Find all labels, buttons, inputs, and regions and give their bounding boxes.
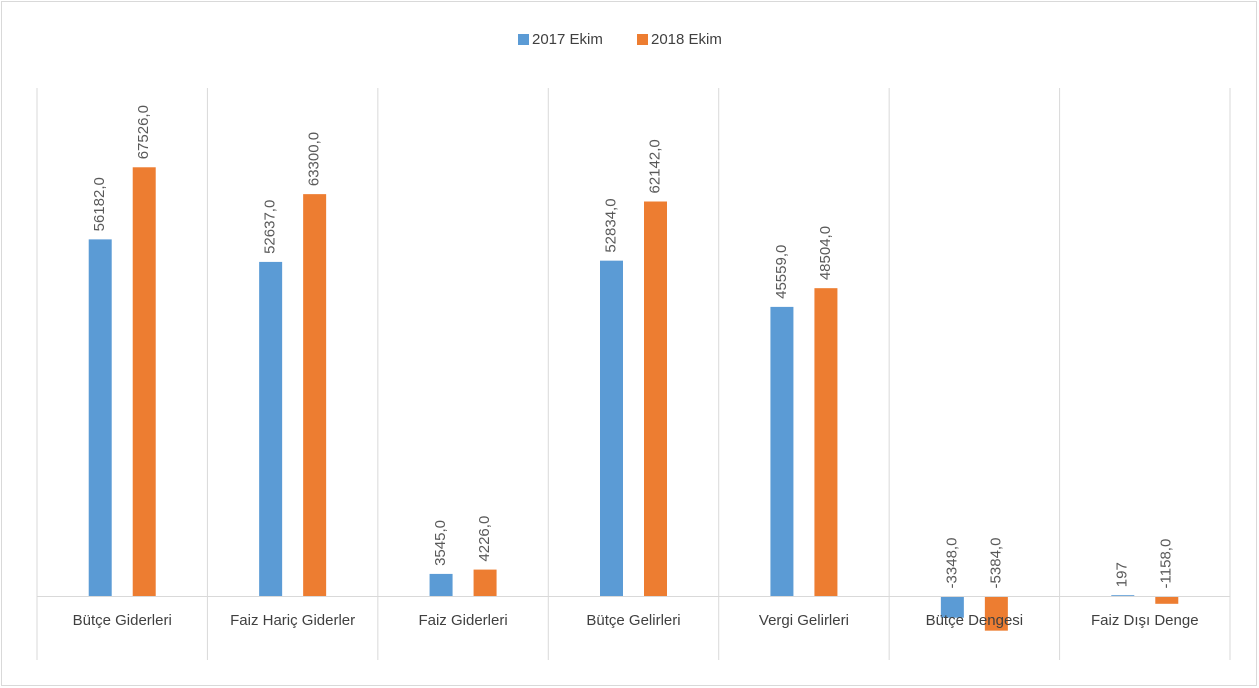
data-label: 56182,0 bbox=[91, 177, 108, 231]
data-label: 67526,0 bbox=[135, 105, 152, 159]
bar bbox=[814, 288, 838, 597]
x-tick-label: Faiz Giderleri bbox=[418, 612, 508, 630]
bar bbox=[132, 167, 156, 597]
data-label: 197 bbox=[1114, 562, 1131, 587]
data-label: 4226,0 bbox=[476, 516, 493, 562]
bar bbox=[259, 261, 283, 597]
data-label: -3348,0 bbox=[943, 538, 960, 589]
bar bbox=[644, 201, 667, 597]
data-label: 63300,0 bbox=[306, 132, 323, 186]
x-tick-label: Faiz Hariç Giderler bbox=[230, 612, 356, 630]
data-label: 45559,0 bbox=[773, 245, 790, 299]
legend-swatch bbox=[518, 34, 529, 45]
data-label: 48504,0 bbox=[817, 226, 834, 280]
bar bbox=[429, 573, 453, 597]
legend-label: 2018 Ekim bbox=[651, 31, 722, 48]
bar bbox=[600, 260, 623, 597]
data-label: -5384,0 bbox=[987, 538, 1004, 589]
data-label: 52637,0 bbox=[262, 200, 279, 254]
bar bbox=[303, 194, 327, 597]
bar bbox=[1155, 596, 1179, 604]
bar bbox=[940, 596, 964, 618]
x-tick-label: Faiz Dışı Denge bbox=[1091, 612, 1199, 630]
data-label: 62142,0 bbox=[646, 139, 663, 193]
x-tick-label: Bütçe Dengesi bbox=[925, 612, 1024, 630]
bar bbox=[473, 569, 497, 597]
legend-swatch bbox=[637, 34, 648, 45]
data-label: -1158,0 bbox=[1158, 539, 1175, 589]
x-tick-label: Bütçe Giderleri bbox=[72, 612, 172, 630]
bar bbox=[88, 239, 112, 597]
data-label: 3545,0 bbox=[432, 520, 449, 566]
bar bbox=[1111, 595, 1135, 597]
x-tick-label: Vergi Gelirleri bbox=[758, 612, 849, 630]
bar bbox=[770, 306, 794, 597]
bar bbox=[984, 596, 1008, 631]
legend-label: 2017 Ekim bbox=[532, 31, 603, 48]
data-label: 52834,0 bbox=[602, 198, 619, 252]
x-tick-label: Bütçe Gelirleri bbox=[586, 612, 681, 630]
